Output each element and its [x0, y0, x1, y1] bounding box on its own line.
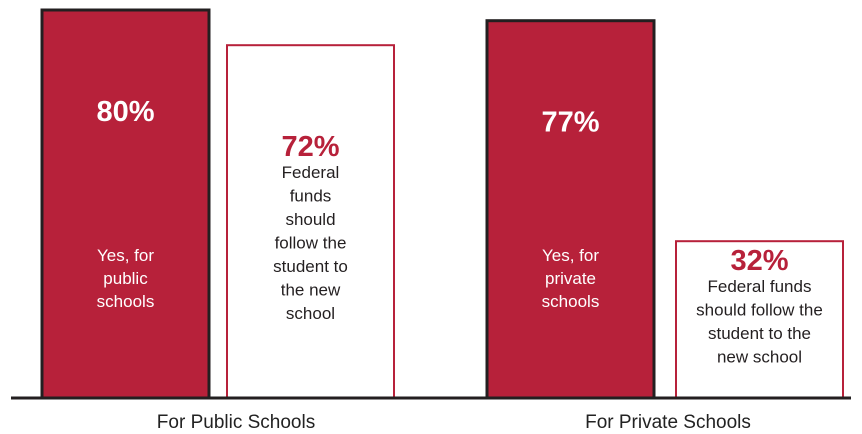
- value-label-for-private-schools-s2: 32%: [730, 245, 788, 277]
- bar-for-public-schools-s2: [226, 44, 395, 399]
- description-label-for-public-schools-s2: Federal funds should follow the student to th…: [273, 163, 348, 323]
- category-label-1: For Private Schools: [585, 412, 751, 433]
- bar-for-private-schools-s1: [485, 19, 656, 400]
- value-label-for-public-schools-s1: 80%: [96, 96, 154, 128]
- description-label-for-private-schools-s1: Yes, for private schools: [542, 246, 600, 311]
- value-label-for-private-schools-s1: 77%: [541, 107, 599, 139]
- category-labels-layer: For Public Schools For Private Schools: [157, 412, 751, 433]
- bars-layer: 80% Yes, for public schools 72%Federal funds s…: [40, 8, 844, 400]
- description-label-for-private-schools-s2: Federal funds should follow the student to…: [696, 277, 823, 367]
- category-label-0: For Public Schools: [157, 412, 315, 433]
- description-label-for-public-schools-s1: Yes, for public schools: [97, 246, 155, 311]
- bar-for-public-schools-s1: [40, 8, 211, 400]
- value-label-for-public-schools-s2: 72%: [281, 131, 339, 163]
